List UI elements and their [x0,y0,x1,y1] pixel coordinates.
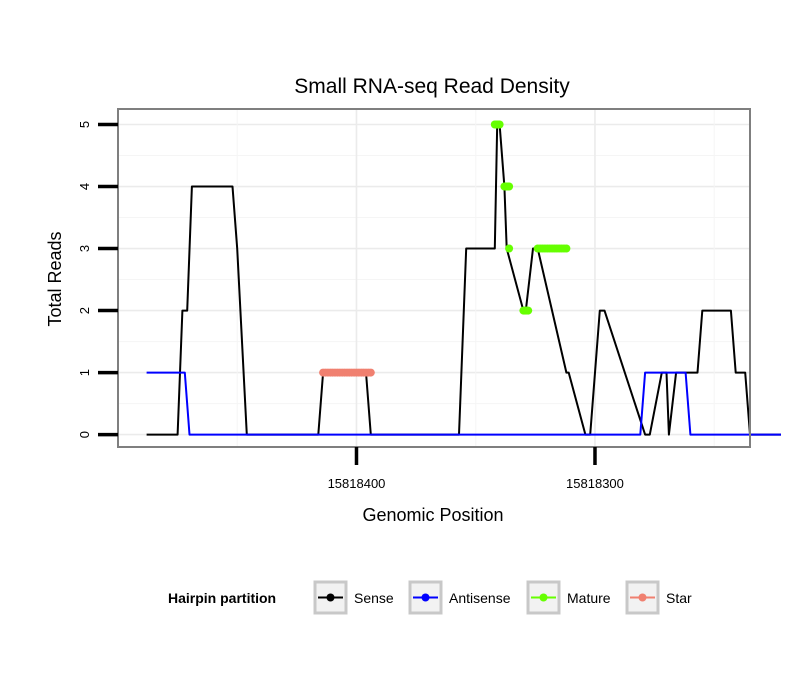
y-axis-label: Total Reads [45,231,65,326]
legend-label: Star [666,590,692,606]
y-tick-label: 5 [77,121,92,128]
y-axis: 0 1 2 3 4 5 [77,121,118,438]
legend-label: Sense [354,590,394,606]
data-point-mature [562,244,571,253]
legend-item-sense: Sense [313,580,394,615]
legend-label: Mature [567,590,611,606]
y-tick-label: 3 [77,245,92,252]
data-point-mature [505,182,514,191]
y-tick-label: 1 [77,369,92,376]
plot-background [118,109,750,447]
data-series [146,120,781,436]
plot-panel [117,108,781,448]
legend-item-mature: Mature [526,580,611,615]
y-tick-label: 0 [77,431,92,438]
legend: Hairpin partition Sense Antisense Mature St… [168,580,692,615]
legend-item-star: Star [625,580,692,615]
data-point-mature [524,306,533,315]
legend-label: Antisense [449,590,511,606]
series-line-antisense [146,371,781,436]
legend-item-antisense: Antisense [408,580,511,615]
legend-key-point [421,593,430,602]
chart-title: Small RNA-seq Read Density [294,75,570,98]
x-axis-label: Genomic Position [362,505,503,525]
x-tick-label: 15818400 [328,476,386,491]
data-point-star [366,368,375,377]
legend-key-point [638,593,647,602]
y-tick-label: 4 [77,183,92,190]
data-point-mature [505,244,514,253]
legend-key-point [326,593,335,602]
legend-key-point [539,593,548,602]
x-tick-label: 15818300 [566,476,624,491]
legend-title: Hairpin partition [168,590,276,606]
y-tick-label: 2 [77,307,92,314]
x-axis: 15818400 15818300 [328,447,624,491]
plot-border [117,108,751,448]
data-point-mature [495,120,504,129]
